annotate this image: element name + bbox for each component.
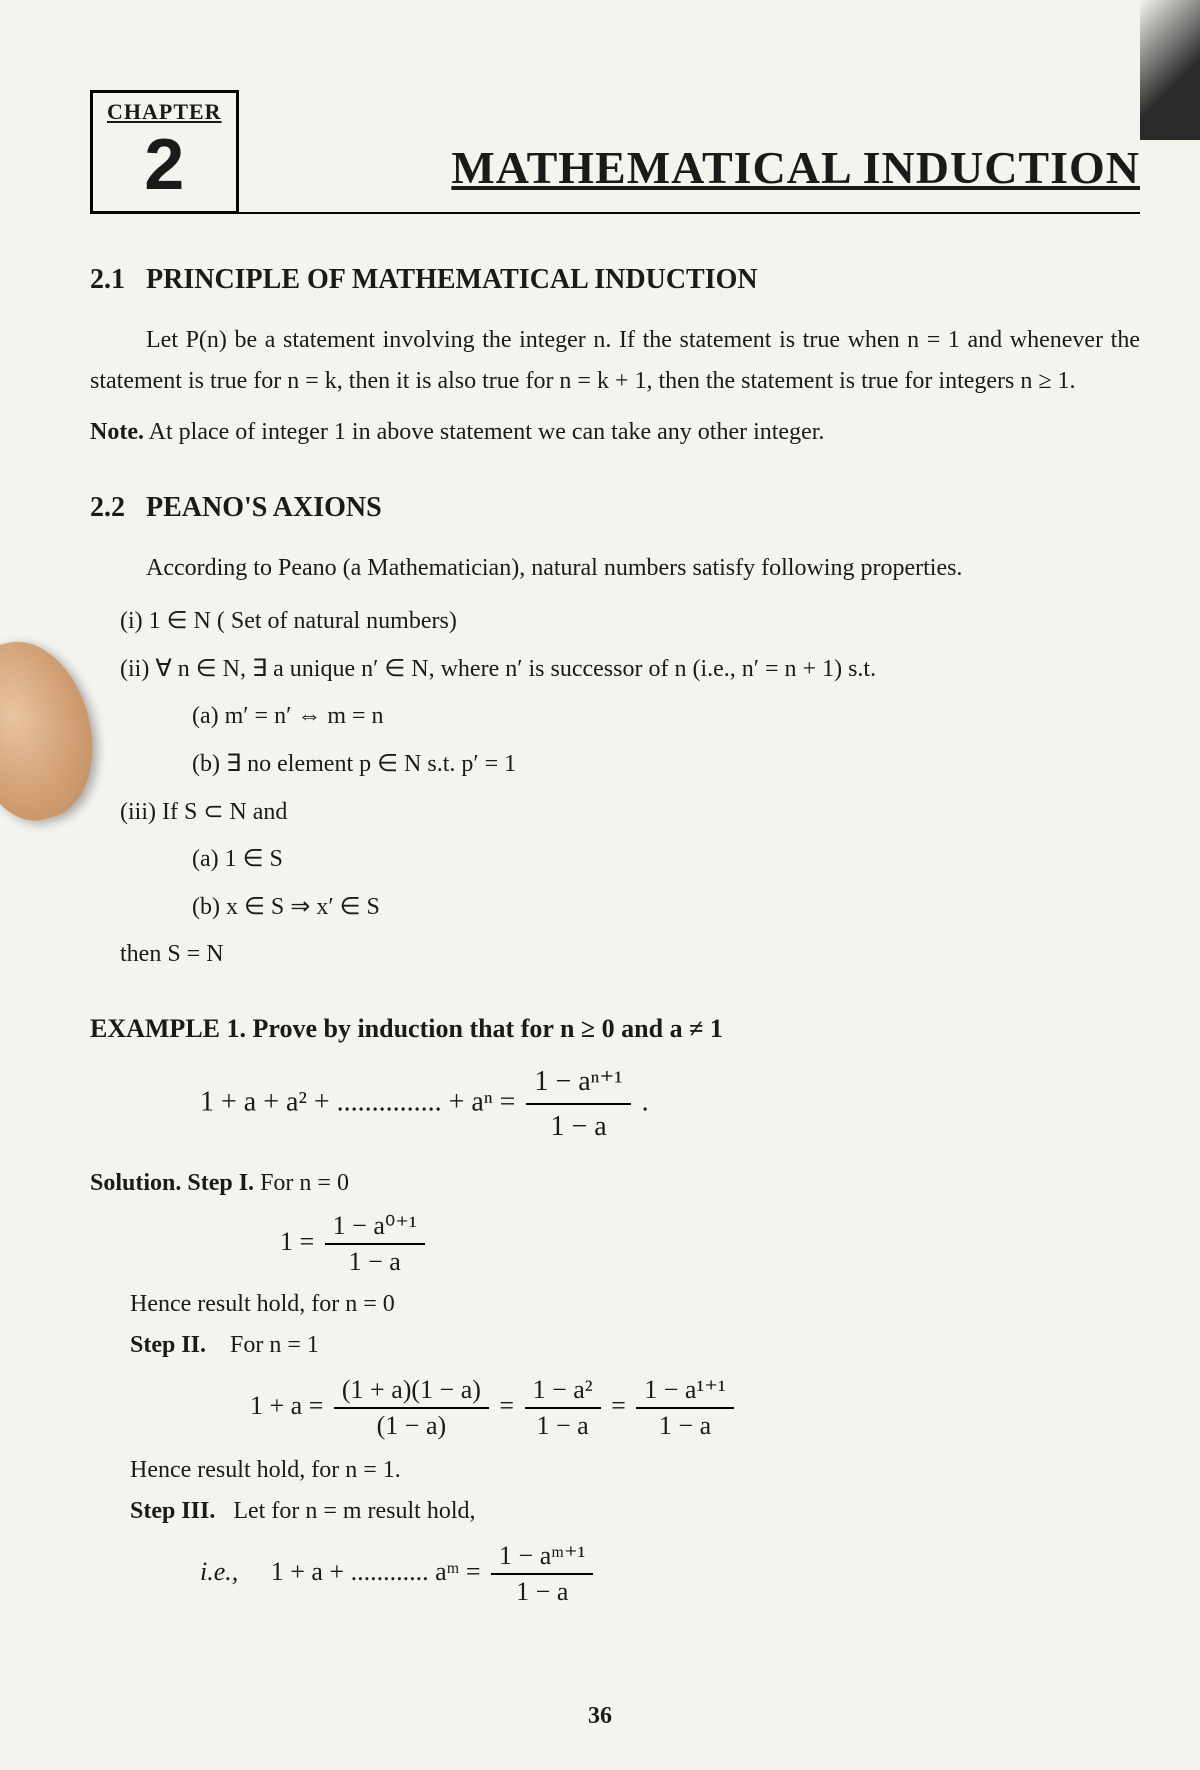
axiom-ii-a: (a) m′ = n′ ⇔ m = n [192,694,1140,740]
frac-num: 1 − a¹⁺¹ [636,1375,734,1409]
solution-step1: Solution. Step I. For n = 0 [90,1170,1140,1197]
section-title: PEANO'S AXIONS [146,492,382,523]
section1-note: Note. At place of integer 1 in above sta… [90,412,1140,453]
section1-para: Let P(n) be a statement involving the in… [90,320,1140,402]
step2-label: Step II. [130,1332,206,1358]
step2-lhs: 1 + a = [250,1391,323,1420]
axiom-i: (i) 1 ∈ N ( Set of natural numbers) [120,599,1140,645]
fraction: 1 − aⁿ⁺¹ 1 − a [526,1062,630,1146]
step3-label: Step III. [130,1498,215,1524]
step2-conclusion: Hence result hold, for n = 1. [130,1457,1140,1484]
frac-den: 1 − a [491,1575,593,1607]
frac-den: 1 − a [636,1409,734,1441]
fraction: (1 + a)(1 − a) (1 − a) [334,1375,489,1441]
chapter-title: MATHEMATICAL INDUCTION [239,141,1140,212]
step1-conclusion: Hence result hold, for n = 0 [130,1291,1140,1318]
axiom-ii-b: (b) ∃ no element p ∈ N s.t. p′ = 1 [192,742,1140,788]
formula-lhs: 1 + a + a² + ............... + aⁿ = [200,1087,515,1118]
step2-formula: 1 + a = (1 + a)(1 − a) (1 − a) = 1 − a² … [250,1375,1140,1441]
step3-text: Let for n = m result hold, [233,1498,475,1524]
chapter-box: CHAPTER 2 [90,90,239,214]
example-prompt: Prove by induction that for n ≥ 0 and a … [253,1014,723,1043]
frac-den: 1 − a [525,1409,601,1441]
section-title: PRINCIPLE OF MATHEMATICAL INDUCTION [146,264,758,295]
example-main-formula: 1 + a + a² + ............... + aⁿ = 1 − … [200,1062,1140,1146]
frac-num: 1 − aᵐ⁺¹ [491,1541,593,1575]
step1-label: Step I. [187,1170,254,1196]
ie-label: i.e., [200,1557,238,1586]
solution-step2: Step II. For n = 1 [130,1332,1140,1359]
section-2-1-heading: 2.1 PRINCIPLE OF MATHEMATICAL INDUCTION [90,264,1140,296]
step1-lhs: 1 = [280,1227,314,1256]
axiom-iii-b: (b) x ∈ S ⇒ x′ ∈ S [192,885,1140,931]
axiom-ii: (ii) ∀ n ∈ N, ∃ a unique n′ ∈ N, where n… [120,647,1140,693]
note-label: Note. [90,419,144,445]
section2-intro: According to Peano (a Mathematician), na… [90,548,1140,589]
fraction: 1 − a⁰⁺¹ 1 − a [325,1211,425,1277]
step1-text: For n = 0 [260,1170,349,1196]
step3-lhs: 1 + a + ............ aᵐ = [271,1557,481,1586]
note-text: At place of integer 1 in above statement… [149,419,825,445]
step1-formula: 1 = 1 − a⁰⁺¹ 1 − a [280,1211,1140,1277]
page-number: 36 [0,1703,1200,1730]
chapter-label: CHAPTER [107,99,222,125]
example-label: EXAMPLE 1. [90,1014,246,1043]
axiom-list: (i) 1 ∈ N ( Set of natural numbers) (ii)… [120,599,1140,978]
step3-formula: i.e., 1 + a + ............ aᵐ = 1 − aᵐ⁺¹… [200,1541,1140,1607]
fraction: 1 − a¹⁺¹ 1 − a [636,1375,734,1441]
section-2-2-heading: 2.2 PEANO'S AXIONS [90,492,1140,524]
page-content: CHAPTER 2 MATHEMATICAL INDUCTION 2.1 PRI… [0,0,1200,1663]
example-heading: EXAMPLE 1. Prove by induction that for n… [90,1014,1140,1044]
frac-num: 1 − aⁿ⁺¹ [526,1062,630,1105]
frac-num: 1 − a² [525,1375,601,1409]
frac-den: (1 − a) [334,1409,489,1441]
section-num: 2.1 [90,264,125,295]
axiom-iii-a: (a) 1 ∈ S [192,837,1140,883]
frac-den: 1 − a [526,1105,630,1146]
chapter-header: CHAPTER 2 MATHEMATICAL INDUCTION [90,90,1140,214]
chapter-number: 2 [107,129,222,201]
fraction: 1 − aᵐ⁺¹ 1 − a [491,1541,593,1607]
equals: = [499,1391,520,1420]
equals: = [611,1391,632,1420]
period: . [642,1087,649,1118]
axiom-iii: (iii) If S ⊂ N and [120,790,1140,836]
solution-label: Solution. [90,1170,181,1196]
frac-num: 1 − a⁰⁺¹ [325,1211,425,1245]
frac-num: (1 + a)(1 − a) [334,1375,489,1409]
step2-text: For n = 1 [230,1332,319,1358]
fraction: 1 − a² 1 − a [525,1375,601,1441]
solution-step3: Step III. Let for n = m result hold, [130,1498,1140,1525]
frac-den: 1 − a [325,1245,425,1277]
axiom-then: then S = N [120,932,1140,978]
section-num: 2.2 [90,492,125,523]
